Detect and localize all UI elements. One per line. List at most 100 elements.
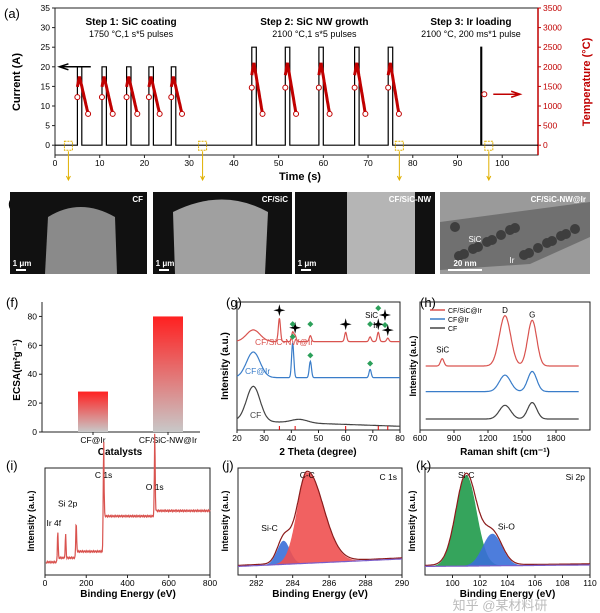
x-tick-label: 800 [203,578,217,588]
x-tick-label: 1800 [547,433,566,443]
annotation-g: G [529,311,535,320]
temperature-point [293,110,300,117]
plot-frame-h [419,301,591,431]
background-line [238,558,402,567]
component-label: Si-C [458,470,475,480]
x-tick-label: 50 [314,433,324,443]
x-tick-label: 20 [140,158,150,168]
ir-particle [450,222,460,232]
x-tick-label: 80 [395,433,405,443]
bar-0 [78,391,108,432]
step-subtitle: 2100 °C, 200 ms*1 pulse [421,29,521,39]
temperature-point [362,110,369,117]
ir-particle [482,237,492,247]
plot-frame-j [237,467,403,576]
y-axis-label: Intensity (a.u.) [220,490,230,551]
series-label: CF/SiC-NW@Ir [255,337,313,347]
scale-bar-label: 1 μm [13,259,32,268]
y2-tick-label: 0 [543,140,548,150]
peak-label: C 1s [95,470,112,480]
arrow-down-icon [396,151,402,182]
y-axis-label: Intensity (a.u.) [26,490,36,551]
x-tick-label: 1500 [513,433,532,443]
ir-diamond-icon [289,321,296,328]
temperature-point [156,110,163,117]
temperature-trace [100,76,115,115]
x-tick-label: 20 [232,433,242,443]
core-level-label: Si 2p [566,472,586,482]
ir-particle [533,243,543,253]
current-trace [55,46,538,146]
scale-bar-label: 1 μm [298,259,317,268]
ir-diamond-icon [382,322,388,328]
arrow-right-icon [493,90,523,98]
x-tick-label: 100 [495,158,509,168]
step-title: Step 3: Ir loading [430,17,511,28]
arrow-down-icon [200,151,206,182]
fiber-shape [347,192,415,274]
y2-tick-label: 2000 [543,62,562,72]
annotation-sic: SiC [469,235,482,244]
temperature-trace [353,62,367,115]
x-tick-label: 108 [555,578,569,588]
ir-particle [496,230,506,240]
temperature-point [85,110,92,117]
x-tick-label: 104 [500,578,514,588]
bar-1 [153,316,183,432]
raman-curve-2 [425,402,579,420]
y-tick-label: 5 [45,121,50,131]
temperature-trace [75,76,90,115]
temperature-trace [386,62,401,115]
component-1 [425,533,590,567]
peak-label: O 1s [146,482,164,492]
x-tick-label: 60 [341,433,351,443]
background-line [425,564,590,567]
x-axis-label: Catalysts [98,447,143,458]
ir-diamond-icon [367,360,374,367]
ir-particle [505,225,515,235]
x-tick-label: 40 [287,433,297,443]
x-tick-label: 1200 [479,433,498,443]
step-subtitle: 1750 °C,1 s*5 pulses [89,29,174,39]
peak-label: Si 2p [58,499,78,509]
x-axis-label: Binding Energy (eV) [80,589,176,600]
x-tick-label: 200 [79,578,93,588]
y-tick-label: 25 [41,42,51,52]
x-axis-label: Raman shift (cm⁻¹) [460,447,550,458]
legend-label: CF [448,326,457,333]
scale-bar-label: 1 μm [156,259,175,268]
nanowire-shape [440,202,590,270]
watermark: 知乎 @某材料研 [453,598,548,613]
temperature-point [134,110,141,117]
x-axis-label: 2 Theta (degree) [279,447,356,458]
sample-marker [484,140,494,151]
ir-diamond-icon [375,305,382,312]
image-label: CF [132,195,143,204]
x-axis-label: Binding Energy (eV) [460,589,556,600]
y2-tick-label: 3000 [543,23,562,33]
envelope-curve [425,472,590,566]
legend-ir: Ir [373,321,378,330]
temperature-point [123,94,130,101]
temperature-point [74,94,81,101]
ir-particle [556,231,566,241]
component-0 [238,540,402,567]
y-tick-label: 15 [41,81,51,91]
x-tick-label: 288 [358,578,372,588]
y-tick-label: 10 [41,101,51,111]
fiber-shape [45,207,117,274]
ir-diamond-icon [367,321,374,328]
ir-particle [468,244,478,254]
x-tick-label: 100 [445,578,459,588]
temperature-point [481,91,488,98]
x-tick-label: 30 [184,158,194,168]
ir-diamond-icon [289,333,296,340]
arrow-down-icon [486,151,492,182]
temperature-trace [147,76,162,115]
xps-survey-curve [45,433,211,565]
image-label: CF/SiC [262,195,288,204]
panel-label: (i) [6,458,18,473]
x-tick-label: 70 [368,433,378,443]
